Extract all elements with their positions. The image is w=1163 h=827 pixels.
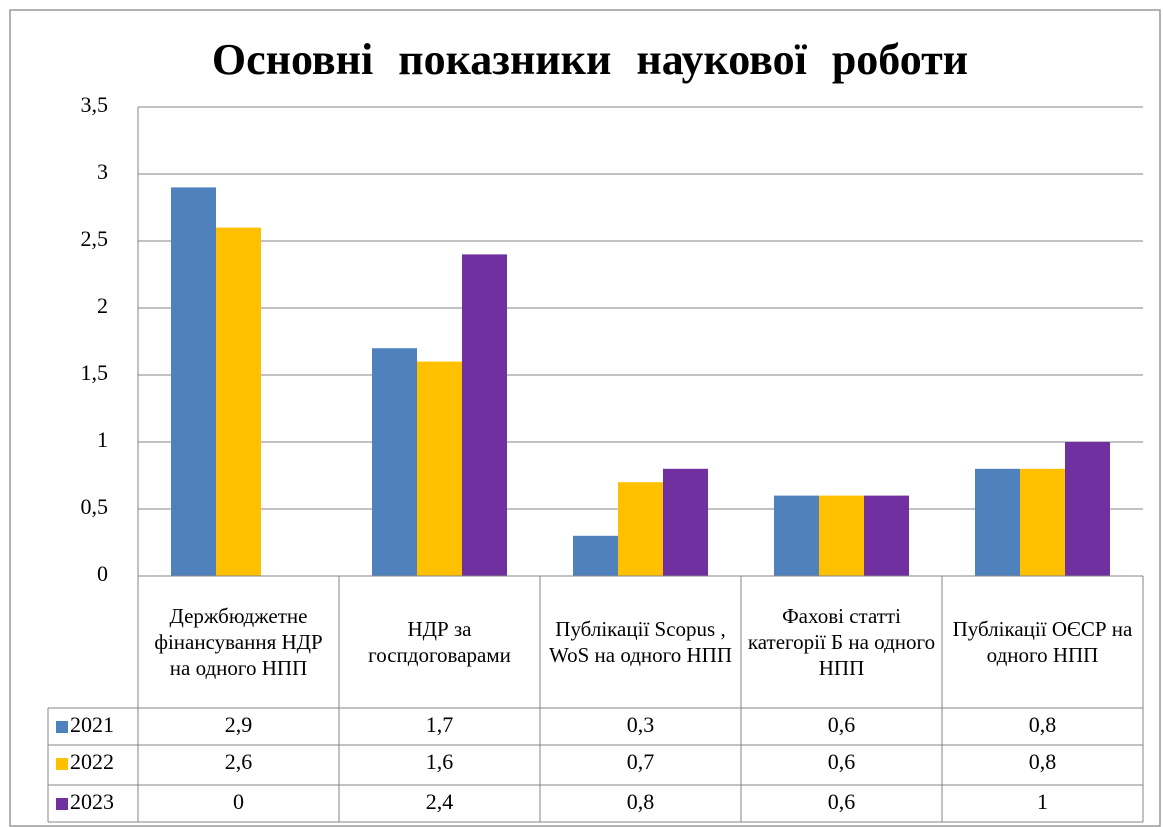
table-value: 0,6 — [828, 749, 856, 774]
bar — [975, 468, 1020, 576]
bar — [216, 227, 261, 576]
chart-title: Основні показники наукової роботи — [212, 35, 968, 84]
table-value: 0,8 — [1029, 712, 1057, 737]
bar — [819, 495, 864, 576]
table-value: 1,6 — [426, 749, 454, 774]
bar — [1065, 442, 1110, 576]
table-value: 2,6 — [225, 749, 253, 774]
legend-label: 2023 — [70, 789, 114, 814]
table-value: 0,6 — [828, 789, 856, 814]
bar — [462, 254, 507, 576]
table-value: 0,8 — [627, 789, 655, 814]
x-tick-label: Фахові статті категорії Б на одного НПП — [747, 604, 936, 680]
legend-label: 2022 — [70, 749, 114, 774]
bar — [1020, 468, 1065, 576]
y-tick-label: 3 — [97, 159, 108, 184]
legend-label: 2021 — [70, 712, 114, 737]
legend-key — [56, 721, 68, 733]
table-value: 0,6 — [828, 712, 856, 737]
y-tick-label: 1 — [97, 427, 108, 452]
table-value: 0,7 — [627, 749, 655, 774]
x-tick-label: НДР за госпдоговарами — [368, 617, 511, 667]
bar — [663, 468, 708, 576]
bar — [372, 348, 417, 576]
table-value: 2,4 — [426, 789, 454, 814]
bar — [573, 535, 618, 576]
x-tick-label: Держбюджетне фінансування НДР на одного … — [154, 604, 323, 680]
y-tick-label: 1,5 — [81, 360, 109, 385]
bar — [864, 495, 909, 576]
x-tick-label: Публікації ОЄСР на одного НПП — [952, 617, 1133, 667]
bar — [171, 187, 216, 576]
x-tick-label: Публікації Scopus , WoS на одного НПП — [548, 617, 733, 667]
table-value: 0,3 — [627, 712, 655, 737]
bar — [618, 482, 663, 576]
table-value: 1,7 — [426, 712, 454, 737]
y-tick-label: 0,5 — [81, 494, 109, 519]
chart-frame — [9, 9, 1161, 827]
bar — [774, 495, 819, 576]
y-tick-label: 0 — [97, 561, 108, 586]
y-tick-label: 2,5 — [81, 226, 109, 251]
table-value: 2,9 — [225, 712, 253, 737]
table-value: 1 — [1037, 789, 1048, 814]
legend-key — [56, 798, 68, 810]
legend-key — [56, 758, 68, 770]
y-tick-label: 3,5 — [81, 92, 109, 117]
table-value: 0 — [233, 789, 244, 814]
table-value: 0,8 — [1029, 749, 1057, 774]
bar — [417, 361, 462, 576]
y-tick-label: 2 — [97, 293, 108, 318]
